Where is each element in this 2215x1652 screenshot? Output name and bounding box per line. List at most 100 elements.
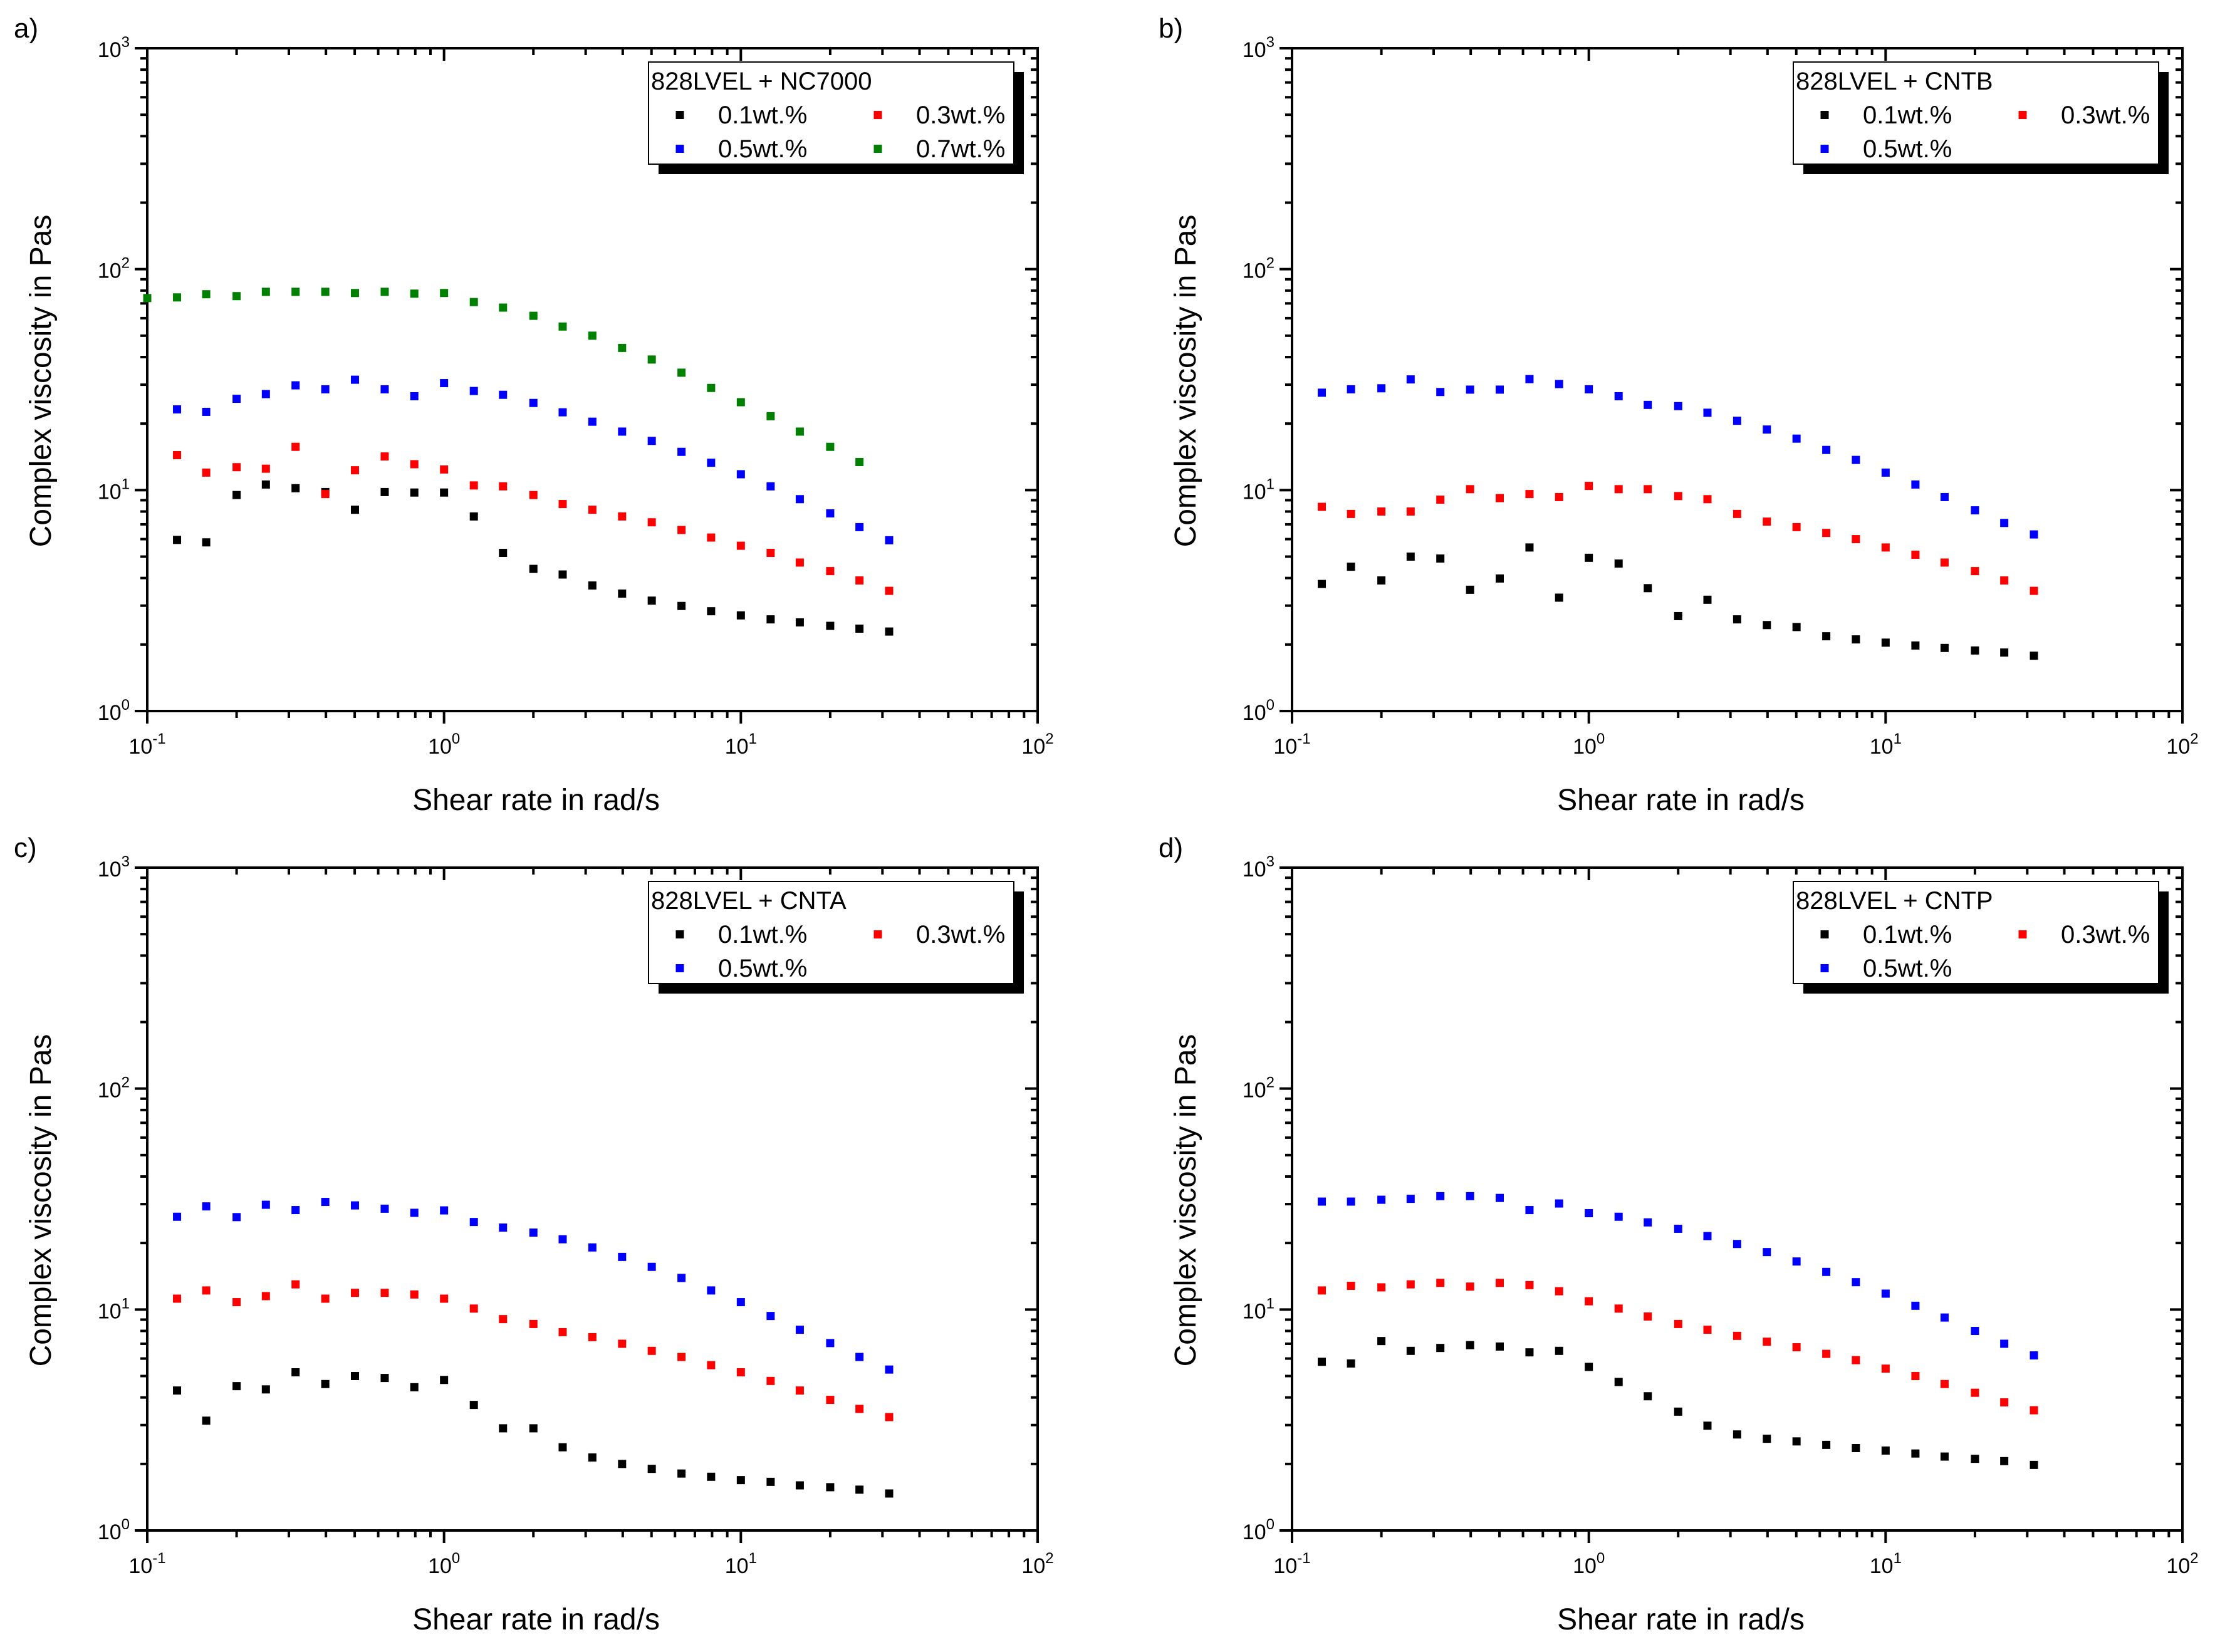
data-point [736, 470, 745, 479]
data-point [440, 379, 449, 388]
x-tick-label: 100 [428, 1550, 460, 1578]
data-point [1347, 1197, 1355, 1206]
data-point [1377, 384, 1386, 393]
tick-base: 10 [1273, 1554, 1297, 1578]
tick-exponent: 1 [749, 1550, 757, 1567]
data-point [1703, 1421, 1712, 1430]
data-point [1822, 1349, 1831, 1358]
legend-box [648, 61, 1014, 165]
x-axis-title: Shear rate in rad/s [412, 784, 660, 817]
tick-base: 10 [98, 1299, 122, 1323]
data-point [1703, 1326, 1712, 1334]
tick-exponent: 1 [122, 475, 130, 492]
tick-exponent: -1 [1297, 1550, 1310, 1567]
data-point [1585, 553, 1593, 562]
plot-frame [1291, 47, 2184, 712]
data-point [677, 526, 686, 534]
data-point [855, 576, 864, 585]
tick-exponent: 2 [1045, 1550, 1053, 1567]
data-point [202, 1416, 211, 1425]
tick-base: 10 [1243, 1299, 1266, 1323]
data-point [1971, 1455, 1979, 1463]
data-point [1436, 554, 1445, 563]
data-point [1940, 1379, 1949, 1388]
data-point [707, 1361, 716, 1369]
data-point [1733, 1430, 1741, 1439]
legend-entry: 0.1wt.% [1863, 921, 1952, 948]
data-point [291, 381, 300, 390]
data-point [499, 548, 508, 557]
data-point [826, 442, 835, 451]
x-tick-label: 10-1 [128, 730, 165, 759]
data-point [736, 541, 745, 550]
data-point [173, 1212, 182, 1221]
data-point [1495, 1193, 1504, 1202]
data-point [1525, 375, 1534, 383]
data-point [350, 289, 359, 298]
data-point [1792, 1343, 1801, 1352]
data-point [795, 1386, 804, 1395]
y-tick-label: 102 [98, 1074, 130, 1103]
tick-base: 10 [1243, 38, 1266, 62]
data-point [1703, 1232, 1712, 1240]
data-point [1733, 417, 1741, 425]
data-point [1318, 579, 1326, 588]
data-point [202, 1202, 211, 1211]
data-point [647, 1346, 656, 1355]
legend-marker [2018, 111, 2027, 119]
data-point [1852, 535, 1860, 544]
data-point [1881, 638, 1890, 647]
data-point [618, 512, 627, 521]
data-point [1763, 425, 1771, 434]
data-point [1881, 1446, 1890, 1455]
data-point [1971, 1327, 1979, 1336]
data-point [1525, 490, 1534, 499]
data-point [1466, 1282, 1474, 1291]
tick-exponent: 0 [122, 1516, 130, 1533]
data-point [2000, 1398, 2009, 1407]
data-point [1466, 485, 1474, 494]
panel-label: c) [14, 833, 37, 863]
x-axis-title: Shear rate in rad/s [1557, 784, 1805, 817]
data-point [291, 1206, 300, 1215]
data-point [469, 1304, 478, 1313]
data-point [380, 288, 389, 296]
data-point [2030, 1406, 2038, 1415]
data-point [1406, 1195, 1415, 1203]
legend: 828LVEL + CNTA 0.1wt.% 0.3wt.% 0.5wt.% [648, 881, 1024, 994]
legend-title: 828LVEL + CNTP [1796, 887, 1993, 915]
data-point [2000, 1457, 2009, 1465]
tick-base: 10 [1243, 259, 1266, 283]
data-point [1911, 1449, 1920, 1458]
data-point [795, 427, 804, 436]
legend-title: 828LVEL + CNTA [651, 887, 847, 915]
tick-exponent: 0 [1597, 1550, 1605, 1567]
data-point [558, 1327, 567, 1336]
plot-frame [1291, 866, 2184, 1532]
data-point [380, 385, 389, 393]
data-point [1644, 485, 1652, 494]
data-point [440, 289, 449, 298]
legend-entry: 0.5wt.% [718, 955, 807, 982]
data-point [1703, 408, 1712, 417]
legend-marker [675, 111, 684, 119]
legend-entry: 0.5wt.% [718, 135, 807, 163]
legend-marker [1820, 964, 1829, 972]
tick-exponent: -1 [152, 730, 165, 747]
data-point [469, 1218, 478, 1227]
data-point [1940, 558, 1949, 567]
data-point [1881, 1289, 1890, 1298]
data-point [766, 615, 775, 624]
data-point [499, 482, 508, 491]
data-point [647, 1465, 656, 1473]
data-point [795, 1326, 804, 1334]
data-point [588, 581, 597, 590]
x-tick-label: 102 [1021, 1550, 1053, 1578]
data-point [1436, 388, 1445, 397]
data-point [677, 601, 686, 610]
data-point [1792, 522, 1801, 531]
tick-base: 10 [1243, 1079, 1266, 1103]
data-point [469, 1401, 478, 1410]
